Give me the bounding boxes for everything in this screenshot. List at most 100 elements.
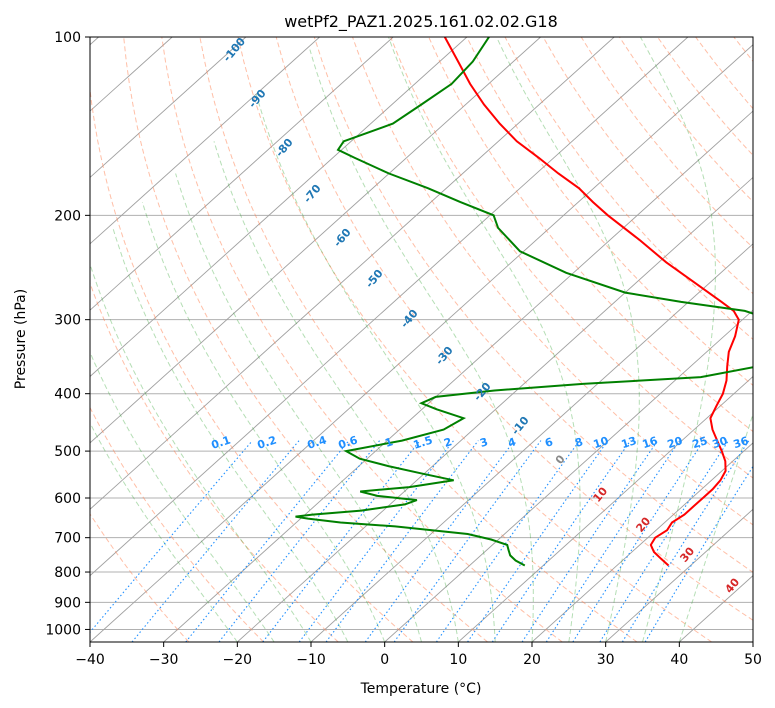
moist-adiabat-line xyxy=(255,94,496,642)
isotherm-line xyxy=(236,176,753,642)
x-axis-label: Temperature (°C) xyxy=(360,681,482,697)
mixing-ratio-label: 30 xyxy=(711,434,730,451)
x-tick-label: 50 xyxy=(744,652,762,668)
mixing-ratio-label: 16 xyxy=(641,434,660,451)
mixing-ratio-line xyxy=(435,440,580,642)
mixing-ratio-label: 36 xyxy=(732,434,751,451)
dry-adiabat-line xyxy=(733,37,753,63)
x-tick-label: −30 xyxy=(149,652,179,668)
x-tick-label: 20 xyxy=(523,652,541,668)
x-tick-label: 30 xyxy=(597,652,615,668)
mixing-ratio-line xyxy=(185,440,350,642)
y-axis-ticks: 100 200 300 400 500 600 700 800 900 1000 xyxy=(45,30,90,638)
isotherm-line xyxy=(90,37,615,510)
x-tick-label: −40 xyxy=(75,652,105,668)
y-tick-label: 700 xyxy=(54,531,81,547)
isotherm-line xyxy=(310,243,753,642)
dry-adiabat-label: -70 xyxy=(301,182,324,206)
moist-adiabat-line xyxy=(309,49,534,642)
isotherm-line xyxy=(384,309,753,642)
moist-adiabat-line xyxy=(175,173,422,642)
mixing-ratio-line xyxy=(218,440,381,642)
x-axis-ticks: −40 −30 −20 −10 0 10 20 30 40 50 xyxy=(75,642,762,668)
x-tick-label: 40 xyxy=(670,652,688,668)
mixing-ratio-line xyxy=(621,440,750,642)
mixing-ratio-label: 8 xyxy=(573,435,584,450)
y-tick-label: 100 xyxy=(54,30,81,46)
dry-adiabat-label: 40 xyxy=(722,575,742,595)
chart-title: wetPf2_PAZ1.2025.161.02.02.G18 xyxy=(284,12,558,32)
x-tick-label: −10 xyxy=(296,652,326,668)
dry-adiabat-line xyxy=(90,86,414,642)
y-tick-label: 200 xyxy=(54,208,81,224)
mixing-ratio-label: 10 xyxy=(592,434,611,451)
dry-adiabat-line xyxy=(695,37,753,110)
y-axis-label: Pressure (hPa) xyxy=(13,289,29,389)
dry-adiabat-line xyxy=(161,37,563,642)
mixing-ratio-label: 1.5 xyxy=(412,433,435,451)
mixing-ratio-label: 0.4 xyxy=(306,433,329,451)
dry-adiabat-label: 0 xyxy=(553,452,568,466)
plot-frame xyxy=(89,36,754,643)
dry-adiabat-line xyxy=(618,37,753,203)
isotherm-line xyxy=(90,37,541,444)
mixing-ratio-label: 6 xyxy=(543,435,555,450)
mixing-ratio-lines xyxy=(90,440,753,642)
dry-adiabat-line xyxy=(657,37,753,157)
dry-adiabat-label: 10 xyxy=(590,484,610,504)
moist-adiabat-line xyxy=(496,37,640,642)
isotherm-line xyxy=(90,37,394,311)
dry-adiabat-line xyxy=(466,37,753,387)
dry-adiabat-line xyxy=(580,37,753,249)
moist-adiabat-line xyxy=(678,412,753,642)
moist-adiabat-line xyxy=(90,262,312,642)
isotherm-line xyxy=(90,37,247,179)
mixing-ratio-label: 1 xyxy=(383,435,394,450)
mixing-ratio-line xyxy=(131,440,300,642)
isotherm-line xyxy=(531,442,753,642)
x-tick-label: 10 xyxy=(449,652,467,668)
dry-adiabat-label: -90 xyxy=(246,87,269,111)
dry-adiabat-label: -10 xyxy=(509,414,532,438)
mixing-ratio-line xyxy=(521,440,659,642)
x-tick-label: −20 xyxy=(223,652,253,668)
isotherm-line xyxy=(163,110,753,642)
dry-adiabat-label: -20 xyxy=(471,380,494,404)
isotherm-line xyxy=(90,37,689,577)
y-tick-label: 1000 xyxy=(45,622,81,638)
moist-adiabats xyxy=(90,37,753,642)
isotherm-line xyxy=(605,508,753,642)
mixing-ratio-label: 3 xyxy=(478,435,489,450)
y-tick-label: 600 xyxy=(54,491,81,507)
mixing-ratio-line xyxy=(572,440,705,642)
mixing-ratio-line xyxy=(364,440,515,642)
mixing-ratio-line xyxy=(90,440,253,634)
dry-adiabat-label: -40 xyxy=(398,307,421,331)
dry-adiabat-label: -80 xyxy=(273,136,296,160)
dry-adiabat-line xyxy=(90,281,339,642)
moist-adiabat-line xyxy=(141,201,386,642)
mixing-ratio-line xyxy=(491,440,631,642)
mixing-ratio-label: 2 xyxy=(442,435,453,450)
dry-adiabat-line xyxy=(504,37,753,341)
moist-adiabat-line xyxy=(388,37,581,642)
isotherm-grid xyxy=(90,37,753,642)
mixing-ratio-line xyxy=(393,440,542,642)
dry-adiabat-line xyxy=(237,37,712,642)
mixing-ratio-label: 0.6 xyxy=(337,433,360,451)
y-tick-label: 400 xyxy=(54,387,81,403)
moist-adiabat-line xyxy=(112,227,349,642)
isotherm-line xyxy=(752,641,753,642)
dry-adiabat-line xyxy=(123,37,488,642)
mixing-ratio-label: 4 xyxy=(506,435,518,450)
isotherm-line xyxy=(90,44,753,642)
isobar-grid xyxy=(90,37,753,630)
mixing-ratio-line xyxy=(467,440,609,642)
moist-adiabat-line xyxy=(90,421,238,642)
mixing-ratio-line xyxy=(644,465,753,642)
moist-adiabat-line xyxy=(639,37,716,642)
dry-adiabat-label: -60 xyxy=(331,226,354,250)
mixing-ratio-line xyxy=(262,440,421,642)
dry-adiabat-line xyxy=(199,37,638,642)
